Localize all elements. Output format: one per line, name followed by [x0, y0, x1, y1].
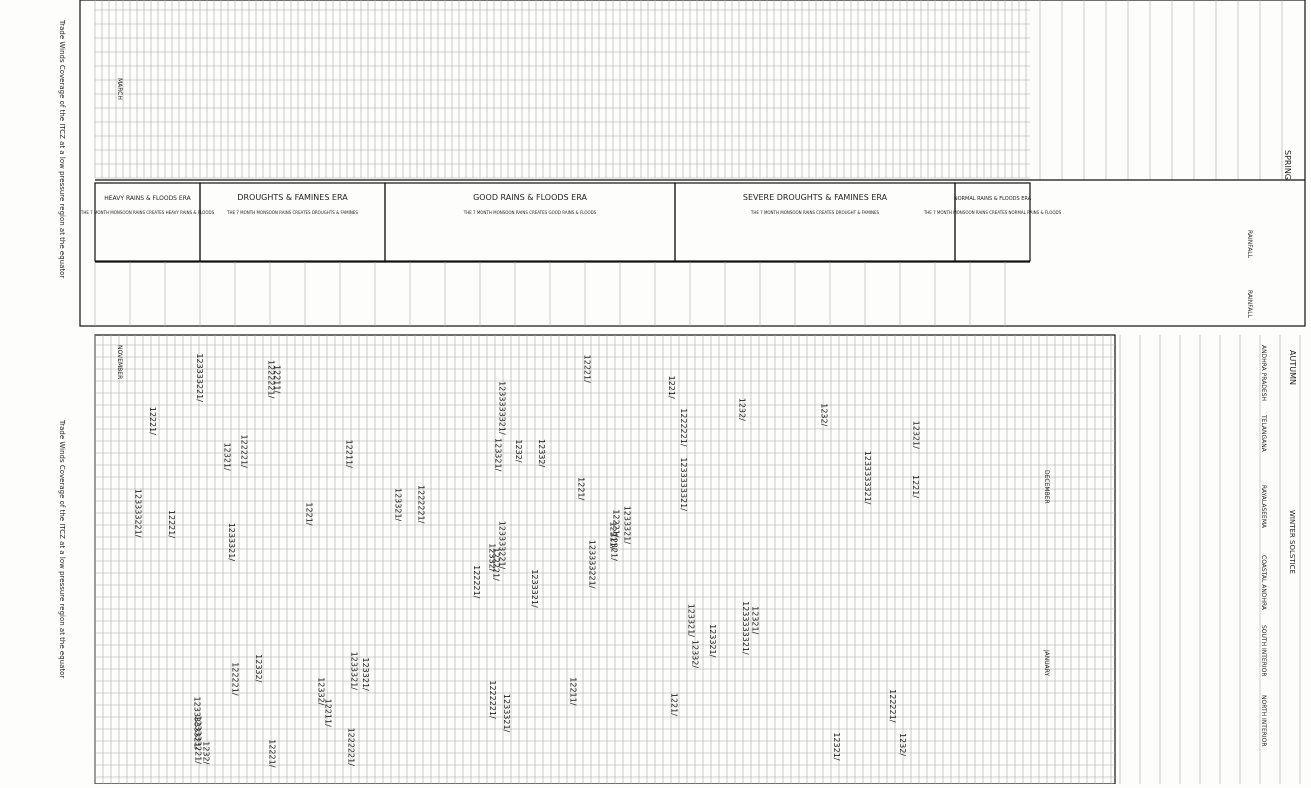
side-label: RAINFALL	[1246, 230, 1253, 259]
code: 1233333321/	[497, 381, 506, 435]
era-name: HEAVY RAINS & FLOODS ERA	[104, 195, 191, 202]
code: 122221/	[888, 689, 897, 723]
code: 123321/	[686, 604, 695, 638]
code: 1232/	[737, 398, 746, 421]
code: 12332/	[316, 677, 325, 705]
code: 12332/	[537, 439, 546, 467]
code: 1222221/	[416, 485, 425, 524]
code: 12221/	[167, 510, 176, 538]
season-label: WINTER SOLSTICE	[1288, 510, 1296, 574]
code: 1233321/	[350, 652, 359, 691]
code: 12321/	[912, 421, 921, 449]
code: 12321/	[750, 606, 759, 634]
code: 12211/	[272, 365, 281, 393]
era-box	[954, 182, 1031, 262]
code: 1222221/	[266, 360, 275, 399]
era-name: DROUGHTS & FAMINES ERA	[237, 193, 348, 202]
era-name: SEVERE DROUGHTS & FAMINES ERA	[743, 193, 888, 202]
code: 1233333321/	[741, 601, 750, 655]
code: 12321/	[832, 732, 841, 760]
code: 1232/	[819, 403, 828, 426]
code: 1233321/	[502, 694, 511, 733]
season-label: AUTUMN	[1288, 350, 1297, 385]
code: 1232/	[201, 741, 210, 764]
code: 12221/	[268, 739, 277, 767]
month-label: JANUARY	[1043, 649, 1050, 677]
code: 12332/	[254, 654, 263, 682]
code: 12211/	[345, 440, 354, 468]
code: 1232/	[898, 733, 907, 756]
region-label: ANDHRA PRADESH	[1260, 345, 1267, 401]
code: 1232/	[514, 439, 523, 462]
code: 1221/	[669, 693, 678, 716]
code: 123333221/	[498, 521, 507, 570]
month-label: NOVEMBER	[116, 345, 123, 379]
code: 1221/	[577, 477, 586, 500]
era-note: THE 7 MONTH MONSOON RAINS CREATES NORMAL…	[923, 210, 1062, 215]
season-label: SPRING	[1283, 150, 1292, 180]
code: 123321/	[361, 658, 370, 692]
code: 1222221/	[347, 728, 356, 767]
era-note: THE 7 MONTH MONSOON RAINS CREATES DROUGH…	[226, 210, 358, 215]
region-label: COASTAL ANDHRA	[1260, 555, 1267, 611]
code: 1233333321/	[863, 451, 872, 505]
code: 1222221/	[488, 680, 497, 719]
code: 12221/	[148, 407, 157, 435]
code: 1221/	[304, 502, 313, 525]
code: 1222221/	[679, 408, 688, 447]
era-name: GOOD RAINS & FLOODS ERA	[473, 193, 587, 202]
code: 1233321/	[622, 506, 631, 545]
code: 12211/	[608, 521, 617, 549]
era-note: THE 7 MONTH MONSOON RAINS CREATES GOOD R…	[463, 210, 597, 215]
side-note: Trade Winds Coverage of the ITCZ at a lo…	[58, 419, 66, 678]
content: HEAVY RAINS & FLOODS ERA THE 7 MONTH MONS…	[58, 0, 1306, 785]
code: 12211/	[568, 677, 577, 705]
era-note: THE 7 MONTH MONSOON RAINS CREATES HEAVY …	[80, 210, 215, 215]
code: 123333221/	[588, 540, 597, 589]
code: 12321/	[610, 533, 619, 561]
code: 12221/	[583, 355, 592, 383]
code: 12332/	[487, 543, 496, 571]
month-label: DECEMBER	[1043, 470, 1050, 504]
code: 12211/	[324, 699, 333, 727]
era-note: THE 7 MONTH MONSOON RAINS CREATES DROUGH…	[750, 210, 880, 215]
top-frame	[79, 0, 1306, 327]
region-label: RAYALASEEMA	[1260, 485, 1267, 529]
code: 123333221/	[134, 489, 143, 538]
code: 12221/	[611, 509, 620, 537]
code: 123333221/	[193, 715, 202, 764]
code: 122221/	[231, 662, 240, 696]
side-label: RAINFALL	[1246, 290, 1253, 319]
code: 12332/	[690, 640, 699, 668]
code: 123333221/	[195, 353, 204, 402]
code: 122221/	[472, 565, 481, 599]
code: 123321/	[708, 624, 717, 658]
era-name: NORMAL RAINS & FLOODS ERA	[954, 196, 1032, 202]
code: 122221/	[491, 548, 500, 582]
code: 12321/	[223, 443, 232, 471]
code: 1233321/	[530, 569, 539, 608]
code: 1233321/	[227, 523, 236, 562]
code: 123321/	[393, 488, 402, 522]
code: 122221/	[240, 435, 249, 469]
region-label: NORTH INTERIOR	[1260, 695, 1267, 747]
code: 1221/	[911, 475, 920, 498]
code: 1233333321/	[679, 457, 688, 511]
code: 123321/	[493, 438, 502, 472]
code: 1233333321/	[192, 697, 201, 751]
side-note: Trade Winds Coverage of the ITCZ at a lo…	[58, 19, 66, 278]
code: 1221/	[667, 376, 676, 399]
month-label: MARCH	[116, 78, 123, 100]
region-label: SOUTH INTERIOR	[1260, 625, 1267, 677]
region-label: TELANGANA	[1260, 414, 1267, 453]
